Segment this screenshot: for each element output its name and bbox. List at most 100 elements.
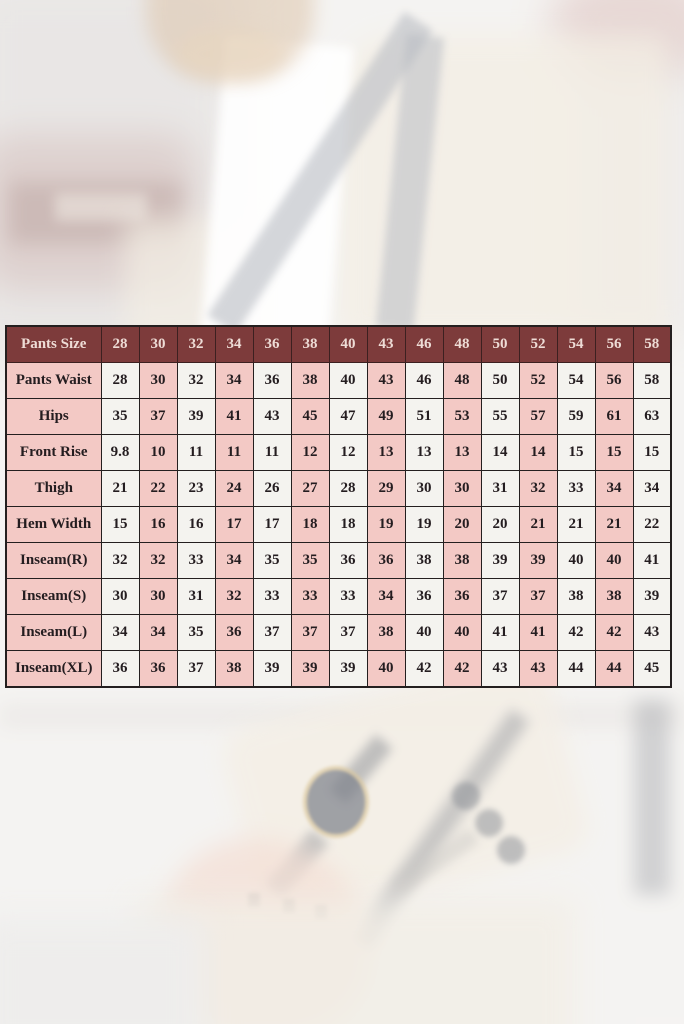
value-cell: 18 [328,506,368,543]
value-cell: 30 [404,470,444,507]
value-cell: 36 [138,650,178,688]
photo-beard-highlight [175,28,285,80]
header-size-cell: 54 [556,325,596,363]
row-label: Front Rise [5,434,102,471]
value-cell: 38 [442,542,482,579]
value-cell: 21 [100,470,140,507]
table-row: Front Rise 9.8 10 11 11 11 12 12 13 13 13 14 14 15 15 1… [5,434,672,471]
value-cell: 17 [252,506,292,543]
value-cell: 41 [480,614,520,651]
value-cell: 40 [328,362,368,399]
value-cell: 40 [442,614,482,651]
value-cell: 34 [366,578,406,615]
value-cell: 21 [594,506,634,543]
value-cell: 43 [518,650,558,688]
size-chart-table: Pants Size 28 30 32 34 36 38 40 43 46 48 50 52 54 56 58… [5,325,672,688]
value-cell: 42 [404,650,444,688]
value-cell: 49 [366,398,406,435]
value-cell: 37 [176,650,216,688]
header-size-cell: 43 [366,325,406,363]
value-cell: 36 [252,362,292,399]
value-cell: 38 [594,578,634,615]
value-cell: 36 [442,578,482,615]
table-header: Pants Size 28 30 32 34 36 38 40 43 46 48 50 52 54 56 58 [5,325,672,363]
value-cell: 36 [404,578,444,615]
table-row: Inseam(S) 30 30 31 32 33 33 33 34 36 36 37 37 38 38 39 [5,578,672,615]
value-cell: 50 [480,362,520,399]
value-cell: 24 [214,470,254,507]
header-size-cell: 52 [518,325,558,363]
value-cell: 33 [176,542,216,579]
header-size-cell: 38 [290,325,330,363]
value-cell: 52 [518,362,558,399]
header-label-cell: Pants Size [5,325,102,363]
value-cell: 39 [290,650,330,688]
row-label: Inseam(S) [5,578,102,615]
value-cell: 39 [176,398,216,435]
photo-cuff-button [475,809,503,837]
value-cell: 38 [290,362,330,399]
value-cell: 9.8 [100,434,140,471]
table-row: Inseam(L) 34 34 35 36 37 37 37 38 40 40 41 41 42 42 43 [5,614,672,651]
photo-trousers [135,898,575,1024]
value-cell: 63 [632,398,672,435]
value-cell: 11 [214,434,254,471]
value-cell: 37 [518,578,558,615]
value-cell: 35 [176,614,216,651]
value-cell: 34 [632,470,672,507]
value-cell: 48 [442,362,482,399]
value-cell: 37 [138,398,178,435]
value-cell: 17 [214,506,254,543]
value-cell: 40 [556,542,596,579]
value-cell: 19 [404,506,444,543]
value-cell: 16 [138,506,178,543]
value-cell: 32 [176,362,216,399]
header-size-cell: 36 [252,325,292,363]
value-cell: 13 [404,434,444,471]
header-size-cell: 46 [404,325,444,363]
value-cell: 10 [138,434,178,471]
value-cell: 53 [442,398,482,435]
header-size-cell: 48 [442,325,482,363]
value-cell: 54 [556,362,596,399]
value-cell: 37 [480,578,520,615]
value-cell: 19 [366,506,406,543]
row-label: Thigh [5,470,102,507]
value-cell: 29 [366,470,406,507]
value-cell: 44 [556,650,596,688]
value-cell: 36 [328,542,368,579]
value-cell: 57 [518,398,558,435]
value-cell: 46 [404,362,444,399]
value-cell: 38 [404,542,444,579]
header-size-cell: 32 [176,325,216,363]
row-label: Pants Waist [5,362,102,399]
value-cell: 22 [138,470,178,507]
header-size-cell: 30 [138,325,178,363]
photo-sign-blur [55,193,147,221]
value-cell: 33 [252,578,292,615]
value-cell: 13 [442,434,482,471]
value-cell: 21 [518,506,558,543]
photo-cuff-button [497,836,525,864]
value-cell: 38 [366,614,406,651]
row-label: Inseam(L) [5,614,102,651]
value-cell: 43 [366,362,406,399]
value-cell: 30 [138,578,178,615]
value-cell: 43 [632,614,672,651]
value-cell: 20 [480,506,520,543]
value-cell: 15 [594,434,634,471]
value-cell: 58 [632,362,672,399]
value-cell: 61 [594,398,634,435]
value-cell: 30 [442,470,482,507]
value-cell: 26 [252,470,292,507]
value-cell: 51 [404,398,444,435]
value-cell: 56 [594,362,634,399]
value-cell: 21 [556,506,596,543]
value-cell: 38 [556,578,596,615]
value-cell: 34 [138,614,178,651]
table-body: Pants Waist 28 30 32 34 36 38 40 43 46 48 50 52 54 56 5… [5,362,672,688]
value-cell: 12 [328,434,368,471]
value-cell: 55 [480,398,520,435]
value-cell: 36 [366,542,406,579]
